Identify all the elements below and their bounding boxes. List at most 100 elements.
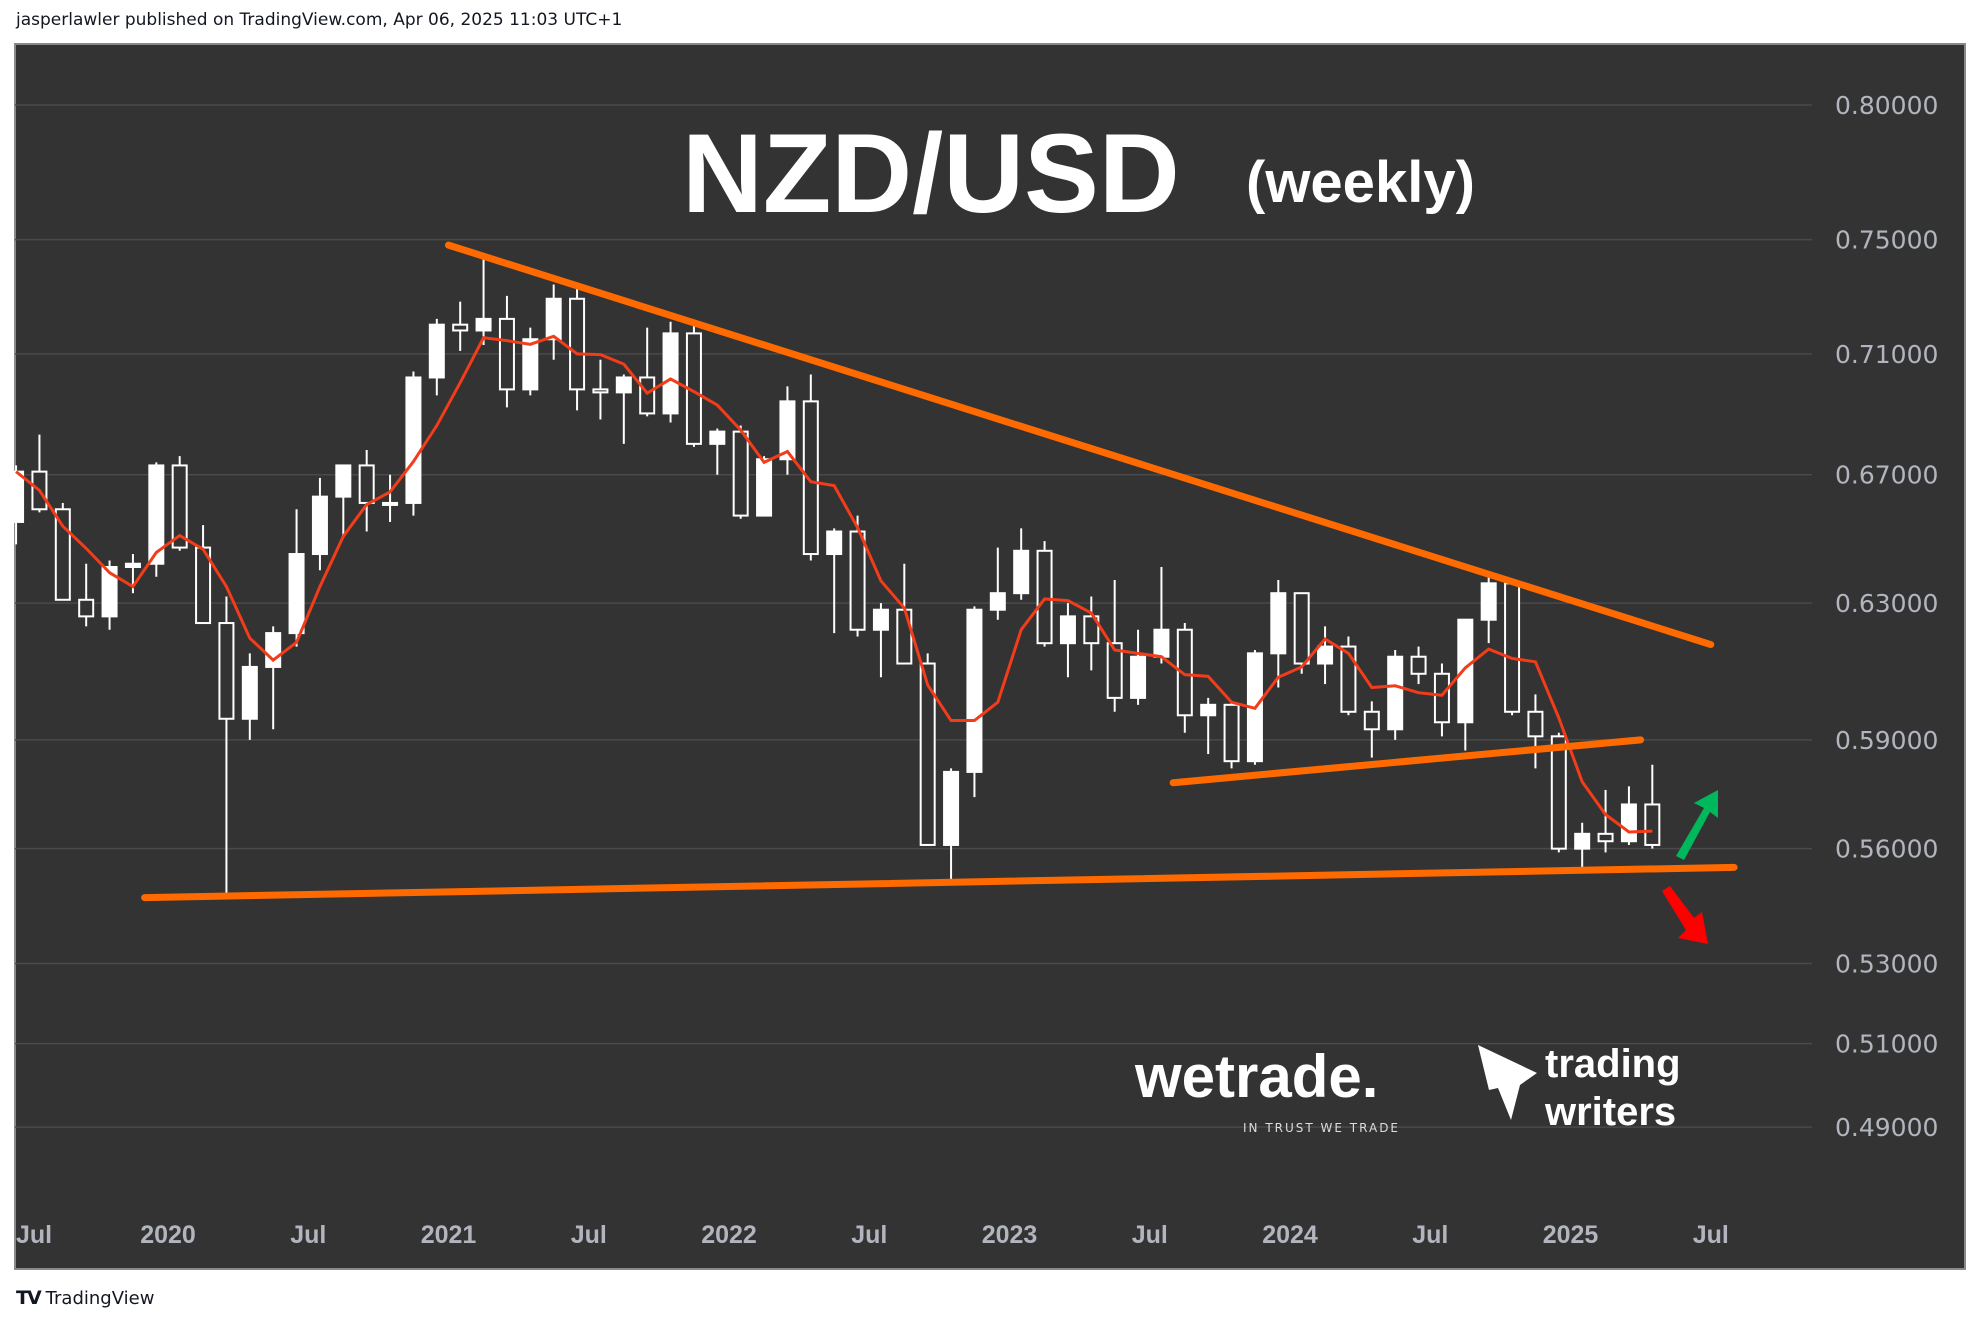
candle	[826, 528, 843, 634]
candle-body-down	[1083, 615, 1100, 645]
wetrade-logo: wetrade. IN TRUST WE TRADE	[1134, 1043, 1398, 1135]
candle-body-up	[382, 501, 399, 506]
candle	[358, 449, 375, 532]
candle-body-up	[148, 464, 165, 565]
candle	[498, 295, 515, 408]
candle	[1176, 623, 1193, 733]
moving-average-line	[15, 334, 1653, 834]
tradingview-logo-icon: TV	[16, 1287, 42, 1309]
upper-resistance-trendline[interactable]	[445, 241, 1715, 649]
candle	[1410, 646, 1427, 685]
candle-body-up	[872, 608, 889, 631]
candle	[1527, 694, 1544, 769]
candle-body-up	[428, 323, 445, 379]
candle-body-up	[943, 770, 960, 846]
candle-body-down	[1340, 645, 1357, 713]
candle	[1457, 618, 1474, 751]
candle	[849, 515, 866, 637]
candles	[8, 256, 1661, 898]
tradingview-footer[interactable]: TV TradingView	[16, 1287, 154, 1309]
candle	[1387, 649, 1404, 740]
candle-body-down	[498, 317, 515, 391]
candle-body-up	[1013, 549, 1030, 595]
candle	[8, 465, 25, 545]
time-axis[interactable]: Jul 2020 Jul 2021 Jul 2022 Jul 2023 Jul 2024 Jul 20…	[16, 1221, 1729, 1249]
candle	[756, 456, 773, 517]
candle	[779, 386, 796, 475]
candle	[475, 256, 492, 346]
candle	[241, 653, 258, 740]
time-tick-label: Jul	[1132, 1221, 1168, 1249]
candle-body-up	[335, 464, 352, 498]
price-tick-label: 0.56000	[1835, 835, 1938, 864]
trendlines[interactable]	[141, 241, 1738, 902]
candle	[522, 327, 539, 396]
candle	[592, 359, 609, 420]
candle-body-down	[78, 598, 95, 618]
candle	[1153, 566, 1170, 664]
price-tick-label: 0.80000	[1835, 91, 1938, 120]
candle	[405, 371, 422, 516]
candle-body-down	[1223, 703, 1240, 763]
candle	[1223, 701, 1240, 769]
candle-body-down	[849, 530, 866, 631]
price-tick-label: 0.51000	[1835, 1030, 1938, 1059]
lower-support-trendline[interactable]	[141, 863, 1738, 902]
price-axis[interactable]: 0.80000 0.75000 0.71000 0.67000 0.63000 0.590…	[1835, 91, 1938, 1142]
time-tick-label: Jul	[290, 1221, 326, 1249]
candle	[1504, 580, 1521, 716]
candle	[1597, 789, 1614, 853]
candle-body-down	[1410, 655, 1427, 675]
time-tick-label: Jul	[571, 1221, 607, 1249]
candle	[943, 768, 960, 883]
candle-body-down	[1106, 642, 1123, 699]
candle-body-down	[1504, 582, 1521, 713]
tradingview-brand: TradingView	[45, 1287, 155, 1309]
candle-body-up	[966, 608, 983, 773]
candle	[1059, 603, 1076, 678]
candle	[148, 462, 165, 577]
price-tick-label: 0.63000	[1835, 589, 1938, 618]
candle	[1200, 697, 1217, 755]
candle-body-up	[522, 338, 539, 391]
candle-body-up	[615, 376, 632, 394]
chart-title: NZD/USD	[682, 111, 1180, 236]
candle	[78, 563, 95, 627]
candle-body-down	[171, 464, 188, 549]
candle	[545, 284, 562, 360]
time-tick-label: 2022	[701, 1221, 757, 1249]
candle-body-up	[1130, 655, 1147, 699]
candle	[569, 287, 586, 411]
candle-body-up	[101, 565, 118, 618]
candle	[732, 425, 749, 519]
candle-body-up	[241, 665, 258, 720]
candle-body-up	[662, 332, 679, 415]
candle	[311, 477, 328, 571]
candle-body-down	[1293, 592, 1310, 665]
candle-body-up	[1620, 803, 1637, 843]
candle	[662, 321, 679, 423]
candle-body-down	[54, 508, 71, 601]
candle	[428, 318, 445, 396]
candle	[218, 596, 235, 898]
candle-body-up	[1480, 582, 1497, 621]
candle-body-down	[639, 376, 656, 415]
candle-body-up	[1270, 592, 1287, 655]
candle	[1293, 592, 1310, 674]
candle-body-up	[1200, 703, 1217, 717]
candle	[802, 374, 819, 561]
candle	[452, 301, 469, 351]
price-tick-label: 0.59000	[1835, 726, 1938, 755]
publish-info: jasperlawler published on TradingView.co…	[16, 10, 623, 30]
candle	[1433, 663, 1450, 737]
candle	[54, 502, 71, 601]
price-tick-label: 0.71000	[1835, 340, 1938, 369]
trading-writers-line1: trading	[1545, 1042, 1681, 1086]
candle-body-up	[545, 297, 562, 341]
candle-body-down	[1036, 549, 1053, 645]
time-tick-label: Jul	[1412, 1221, 1448, 1249]
rising-support-trendline[interactable]	[1169, 736, 1645, 787]
candle	[335, 464, 352, 538]
time-tick-label: 2020	[140, 1221, 196, 1249]
